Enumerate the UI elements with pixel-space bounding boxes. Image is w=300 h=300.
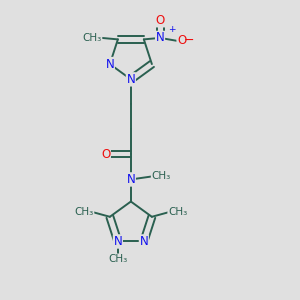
Text: CH₃: CH₃	[168, 207, 187, 218]
Text: −: −	[184, 34, 194, 47]
Text: N: N	[106, 58, 114, 70]
Text: N: N	[140, 235, 148, 248]
Text: CH₃: CH₃	[108, 254, 128, 264]
Text: O: O	[155, 14, 165, 27]
Text: N: N	[127, 173, 135, 186]
Text: N: N	[156, 32, 164, 44]
Text: O: O	[177, 34, 186, 47]
Text: CH₃: CH₃	[74, 207, 94, 218]
Text: N: N	[127, 73, 135, 86]
Text: O: O	[101, 148, 110, 161]
Text: N: N	[113, 235, 122, 248]
Text: CH₃: CH₃	[152, 172, 171, 182]
Text: CH₃: CH₃	[82, 33, 102, 43]
Text: +: +	[168, 26, 176, 34]
